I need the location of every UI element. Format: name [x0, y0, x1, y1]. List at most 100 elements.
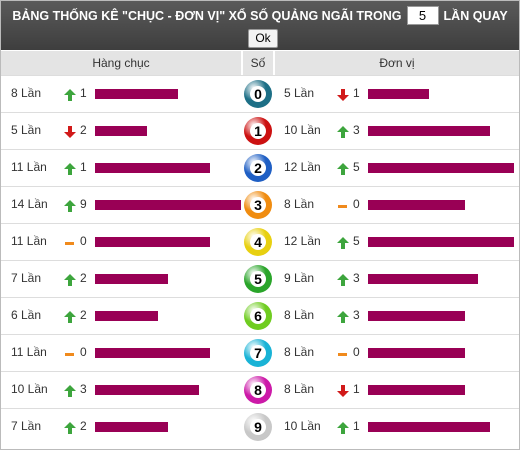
change-value: 9: [80, 196, 87, 211]
number-ball: 7: [244, 338, 272, 367]
change-value: 0: [80, 344, 87, 359]
trend-icon: [65, 352, 74, 356]
change-value: 0: [353, 344, 360, 359]
trend-icon: [65, 241, 74, 245]
count-label: 10 Lần: [284, 418, 321, 433]
count-label: 10 Lần: [11, 381, 48, 396]
trend-icon: [337, 125, 349, 138]
change-value: 5: [353, 233, 360, 248]
count-label: 5 Lần: [284, 85, 315, 100]
count-bar: [95, 421, 168, 432]
count-bar: [95, 88, 179, 99]
count-bar: [368, 199, 466, 210]
trend-icon: [337, 310, 349, 323]
change-value: 2: [80, 270, 87, 285]
row-divider: [1, 186, 519, 187]
row-divider: [1, 112, 519, 113]
number-ball: 0: [244, 79, 272, 108]
count-label: 8 Lần: [284, 307, 315, 322]
count-label: 8 Lần: [11, 85, 42, 100]
trend-icon: [64, 310, 76, 323]
count-bar: [95, 347, 210, 358]
digit: 6: [250, 307, 266, 324]
count-bar: [368, 88, 429, 99]
digit: 3: [250, 196, 266, 213]
number-ball: 3: [244, 190, 272, 219]
count-label: 12 Lần: [284, 159, 321, 174]
change-value: 1: [353, 85, 360, 100]
digit: 2: [250, 159, 266, 176]
count-label: 5 Lần: [11, 122, 42, 137]
row-divider: [1, 75, 519, 76]
digit: 5: [250, 270, 266, 287]
column-header: Đơn vị: [275, 51, 519, 75]
count-bar: [95, 384, 200, 395]
count-bar: [95, 199, 241, 210]
number-ball: 9: [244, 412, 272, 441]
change-value: 0: [353, 196, 360, 211]
column-header: Hàng chục: [1, 51, 241, 75]
row-divider: [1, 149, 519, 150]
title-suffix: LẦN QUAY: [443, 8, 508, 23]
trend-icon: [337, 384, 349, 397]
trend-icon: [337, 421, 349, 434]
count-label: 9 Lần: [284, 270, 315, 285]
title: BẢNG THỐNG KÊ "CHỤC - ĐƠN VỊ" XỔ SỐ QUẢN…: [12, 8, 402, 23]
row-divider: [1, 297, 519, 298]
count-label: 7 Lần: [11, 270, 42, 285]
number-ball: 2: [244, 153, 272, 182]
row-divider: [1, 334, 519, 335]
number-ball: 5: [244, 264, 272, 293]
trend-icon: [64, 384, 76, 397]
change-value: 3: [80, 381, 87, 396]
count-bar: [95, 125, 148, 136]
number-ball: 4: [244, 227, 272, 256]
digit: 0: [250, 85, 266, 102]
count-label: 11 Lần: [11, 344, 47, 359]
change-value: 3: [353, 270, 360, 285]
trend-icon: [338, 352, 347, 356]
trend-icon: [64, 273, 76, 286]
count-label: 8 Lần: [284, 381, 315, 396]
count-bar: [368, 384, 466, 395]
trend-icon: [337, 88, 349, 101]
row-divider: [1, 223, 519, 224]
change-value: 1: [353, 381, 360, 396]
digit: 8: [250, 381, 266, 398]
number-ball: 6: [244, 301, 272, 330]
count-label: 11 Lần: [11, 233, 47, 248]
draw-count-input[interactable]: 5: [406, 6, 439, 25]
count-bar: [95, 273, 168, 284]
count-bar: [368, 347, 466, 358]
count-label: 8 Lần: [284, 196, 315, 211]
trend-icon: [64, 421, 76, 434]
change-value: 3: [353, 307, 360, 322]
row-divider: [1, 408, 519, 409]
row-divider: [1, 260, 519, 261]
digit: 4: [250, 233, 266, 250]
count-bar: [368, 125, 490, 136]
change-value: 0: [80, 233, 87, 248]
count-bar: [368, 421, 490, 432]
count-label: 7 Lần: [11, 418, 42, 433]
trend-icon: [338, 204, 347, 208]
count-label: 14 Lần: [11, 196, 48, 211]
trend-icon: [337, 273, 349, 286]
count-bar: [95, 162, 210, 173]
trend-icon: [64, 199, 76, 212]
change-value: 5: [353, 159, 360, 174]
change-value: 1: [353, 418, 360, 433]
trend-icon: [64, 88, 76, 101]
change-value: 1: [80, 159, 87, 174]
trend-icon: [64, 162, 76, 175]
count-label: 12 Lần: [284, 233, 321, 248]
row-divider: [1, 371, 519, 372]
ok-button[interactable]: Ok: [248, 29, 278, 48]
count-bar: [368, 310, 466, 321]
trend-icon: [337, 162, 349, 175]
change-value: 2: [80, 418, 87, 433]
change-value: 1: [80, 85, 87, 100]
count-bar: [368, 236, 514, 247]
change-value: 2: [80, 307, 87, 322]
